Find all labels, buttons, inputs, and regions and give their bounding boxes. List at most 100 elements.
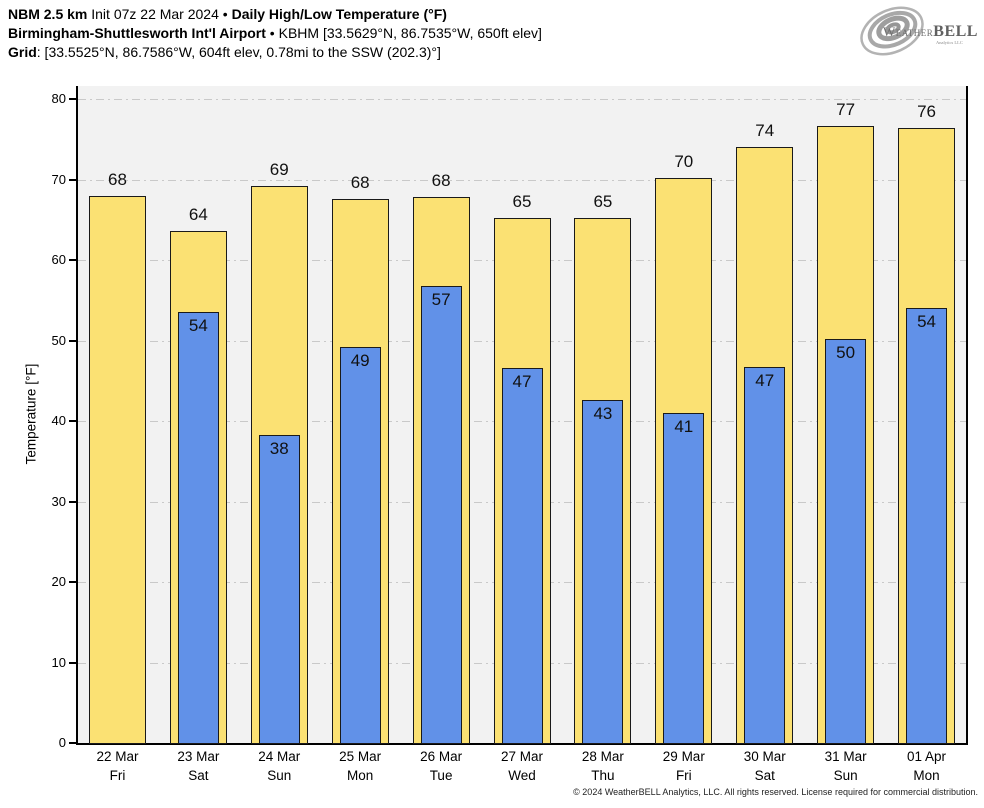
high-bar [88,196,146,744]
low-bar [825,338,867,744]
x-axis-line [75,743,968,745]
low-value-label: 38 [269,438,289,458]
high-value-label: 70 [674,151,694,171]
y-tick-label: 80 [51,91,66,107]
low-bar [744,367,786,744]
y-tick-50 [69,339,76,342]
chart-title-line-3: Grid: [33.5525°N, 86.7586°W, 604ft elev,… [8,44,441,60]
y-tick-label: 60 [51,252,66,268]
x-tick-label: 29 Mar Fri [642,747,726,785]
x-tick-date: 22 Mar [96,749,139,764]
x-tick-weekday: Sun [267,768,292,783]
logo-subtext: Analytics LLC [936,40,963,45]
y-tick-80 [69,98,76,100]
y-axis-line [75,86,78,745]
x-tick-weekday: Thu [591,768,615,783]
low-bar [501,367,543,744]
x-tick-date: 27 Mar [500,749,544,764]
x-tick-date: 23 Mar [177,749,220,764]
low-value-label: 41 [674,416,694,436]
low-bar [582,400,624,744]
chart-title-line-1: NBM 2.5 km Init 07z 22 Mar 2024 • Daily … [8,6,447,22]
y-tick-label: 70 [51,171,66,187]
low-bar [339,346,381,744]
x-tick-date: 24 Mar [258,749,301,764]
copyright-text: © 2024 WeatherBELL Analytics, LLC. All r… [573,787,978,797]
y-tick-label: 30 [51,493,66,509]
y-tick-0 [69,742,76,744]
x-tick-weekday: Sat [188,768,209,783]
x-tick-label: 25 Mar Mon [318,747,402,785]
right-border-line [965,86,968,745]
low-value-label: 54 [917,312,936,332]
low-bar [177,312,219,744]
y-tick-40 [69,420,76,422]
x-tick-label: 24 Mar Sun [237,747,321,785]
y-tick-60 [69,259,76,261]
logo-text-weather: Weather [883,24,933,39]
high-value-label: 68 [350,172,370,192]
x-tick-label: 27 Mar Wed [480,747,564,785]
x-tick-weekday: Sat [754,768,775,783]
low-value-label: 54 [188,316,208,336]
y-tick-30 [69,500,76,503]
high-value-label: 68 [107,170,127,190]
x-tick-label: 31 Mar Sun [804,747,888,785]
x-tick-weekday: Fri [675,768,692,783]
high-value-label: 68 [431,171,451,191]
low-value-label: 49 [350,350,370,370]
weatherbell-logo: WeatherBELL Analytics LLC [858,2,980,60]
high-value-label: 65 [512,192,532,212]
high-value-label: 74 [755,121,775,141]
x-tick-label: 30 Mar Sat [723,747,807,785]
high-value-label: 76 [917,101,936,121]
low-bar [420,285,462,744]
logo-text-bell: BELL [933,23,978,40]
x-tick-label: 26 Mar Tue [399,747,483,785]
y-tick-70 [69,178,76,181]
high-value-label: 65 [593,192,613,212]
y-tick-label: 40 [51,413,66,429]
x-tick-weekday: Mon [913,768,940,783]
x-tick-weekday: Sun [833,768,858,783]
x-tick-date: 25 Mar [339,749,382,764]
x-tick-weekday: Mon [347,768,374,783]
high-value-label: 77 [836,100,856,120]
high-value-label: 69 [269,159,289,179]
y-tick-label: 50 [51,332,66,348]
y-tick-label: 10 [51,654,66,670]
low-value-label: 47 [755,371,775,391]
x-tick-label: 28 Mar Thu [561,747,645,785]
gridline-70 [78,179,966,181]
chart-title-line-2: Birmingham-Shuttlesworth Int'l Airport •… [8,25,542,41]
x-tick-date: 31 Mar [824,749,867,764]
x-tick-weekday: Wed [508,768,536,783]
x-tick-date: 28 Mar [581,749,624,764]
low-bar [663,412,705,744]
high-value-label: 64 [188,205,208,225]
gridline-80 [78,99,966,100]
x-tick-date: 29 Mar [662,749,705,764]
weatherbell-swirl-icon: WeatherBELL Analytics LLC [860,6,978,56]
low-bar [258,434,300,744]
y-tick-20 [69,581,76,583]
x-tick-label: 22 Mar Fri [75,747,159,785]
x-tick-weekday: Tue [429,768,453,783]
y-tick-label: 0 [58,735,66,751]
y-tick-10 [69,661,76,664]
low-bar [906,308,948,744]
chart-title-block: NBM 2.5 km Init 07z 22 Mar 2024 • Daily … [8,5,748,62]
x-tick-date: 30 Mar [743,749,786,764]
y-tick-label: 20 [51,574,66,590]
x-tick-label: 01 Apr Mon [885,747,969,785]
x-tick-date: 26 Mar [420,749,463,764]
x-tick-weekday: Fri [109,768,126,783]
x-tick-date: 01 Apr [907,749,947,764]
low-value-label: 47 [512,371,532,391]
svg-text:WeatherBELL: WeatherBELL [883,23,978,40]
low-value-label: 50 [836,342,856,362]
low-value-label: 57 [431,289,451,309]
x-tick-label: 23 Mar Sat [156,747,240,785]
low-value-label: 43 [593,404,613,424]
